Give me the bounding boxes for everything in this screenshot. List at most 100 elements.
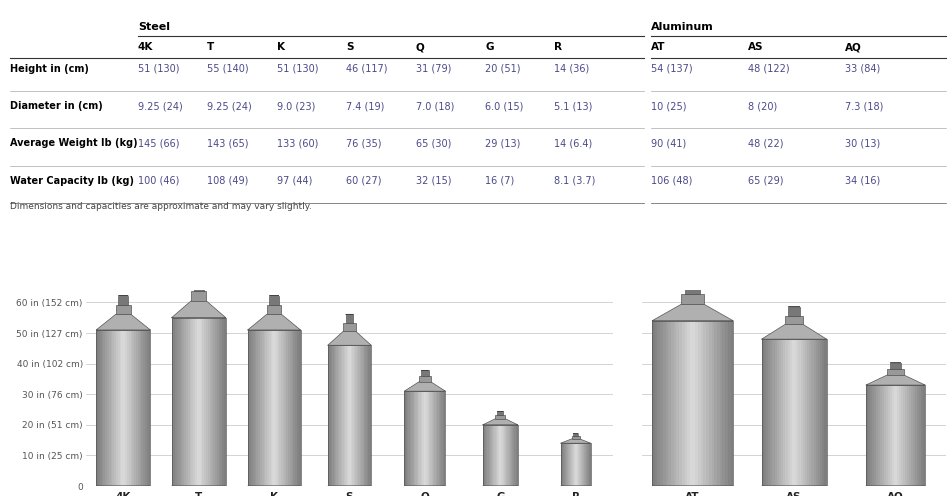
Bar — [923, 385, 925, 486]
Text: 5.1 (13): 5.1 (13) — [554, 101, 592, 111]
Bar — [340, 345, 342, 486]
Text: 20 (51): 20 (51) — [485, 64, 520, 74]
Bar — [571, 443, 572, 486]
Bar — [575, 443, 576, 486]
Bar — [98, 330, 100, 486]
Bar — [255, 330, 257, 486]
Bar — [206, 318, 207, 486]
Text: 65 (29): 65 (29) — [748, 176, 784, 186]
Bar — [587, 443, 588, 486]
Bar — [183, 318, 184, 486]
Bar — [262, 330, 263, 486]
Text: Steel: Steel — [138, 22, 170, 32]
Bar — [118, 296, 128, 305]
Bar — [692, 321, 695, 486]
Bar — [406, 391, 407, 486]
Bar — [249, 330, 251, 486]
Bar — [788, 307, 800, 315]
Bar — [201, 318, 203, 486]
Bar — [114, 330, 116, 486]
Bar — [213, 318, 215, 486]
Bar — [762, 339, 764, 486]
Bar — [682, 321, 685, 486]
Bar — [368, 345, 370, 486]
Bar — [107, 330, 108, 486]
Bar — [142, 330, 144, 486]
Bar — [329, 345, 331, 486]
Polygon shape — [561, 439, 591, 443]
Bar — [866, 385, 925, 486]
Bar — [900, 385, 902, 486]
Bar — [422, 391, 423, 486]
Bar — [777, 339, 779, 486]
Bar — [701, 321, 704, 486]
Bar — [219, 318, 221, 486]
Polygon shape — [866, 375, 925, 385]
Bar — [193, 318, 195, 486]
Bar — [823, 339, 825, 486]
Bar — [266, 305, 281, 314]
Bar — [573, 443, 574, 486]
Bar — [136, 330, 138, 486]
Bar — [409, 391, 410, 486]
Bar — [818, 339, 820, 486]
Bar — [695, 321, 698, 486]
Bar — [359, 345, 361, 486]
Bar — [191, 291, 206, 301]
Bar — [404, 391, 406, 486]
Text: 8 (20): 8 (20) — [748, 101, 778, 111]
Bar — [487, 425, 489, 486]
Bar — [102, 330, 104, 486]
Text: 14 (6.4): 14 (6.4) — [554, 138, 592, 148]
Bar — [221, 318, 223, 486]
Bar — [328, 345, 329, 486]
Bar — [297, 330, 299, 486]
Bar — [436, 391, 437, 486]
Bar — [257, 330, 259, 486]
Bar — [562, 443, 563, 486]
Bar — [796, 339, 799, 486]
Bar — [177, 318, 179, 486]
Bar — [500, 425, 501, 486]
Bar — [100, 330, 102, 486]
Bar — [688, 321, 689, 486]
Polygon shape — [652, 304, 733, 321]
Bar — [130, 330, 132, 486]
Bar — [816, 339, 818, 486]
Bar — [652, 321, 655, 486]
Text: 46 (117): 46 (117) — [346, 64, 388, 74]
Bar — [199, 318, 201, 486]
Text: 51 (130): 51 (130) — [138, 64, 180, 74]
Bar — [573, 434, 578, 436]
Bar — [428, 391, 429, 486]
Bar — [494, 425, 495, 486]
Bar — [334, 345, 335, 486]
Bar — [437, 391, 438, 486]
Bar — [209, 318, 211, 486]
Text: 65 (30): 65 (30) — [416, 138, 451, 148]
Text: Aluminum: Aluminum — [651, 22, 714, 32]
Bar — [698, 321, 701, 486]
Bar — [913, 385, 915, 486]
Bar — [345, 345, 346, 486]
Bar — [679, 321, 682, 486]
Text: 6.0 (15): 6.0 (15) — [485, 101, 523, 111]
Text: 108 (49): 108 (49) — [207, 176, 249, 186]
Bar — [126, 330, 128, 486]
Text: 33 (84): 33 (84) — [845, 64, 881, 74]
Bar — [714, 321, 717, 486]
Bar — [499, 425, 500, 486]
Bar — [720, 321, 723, 486]
Bar — [120, 330, 122, 486]
Bar — [194, 281, 204, 291]
Bar — [138, 330, 140, 486]
Bar — [328, 345, 371, 486]
Bar — [905, 385, 907, 486]
Text: 9.25 (24): 9.25 (24) — [207, 101, 252, 111]
Text: 100 (46): 100 (46) — [138, 176, 180, 186]
Text: S: S — [346, 42, 354, 52]
Bar — [370, 345, 371, 486]
Bar — [278, 330, 280, 486]
Bar — [588, 443, 589, 486]
Bar — [789, 339, 792, 486]
